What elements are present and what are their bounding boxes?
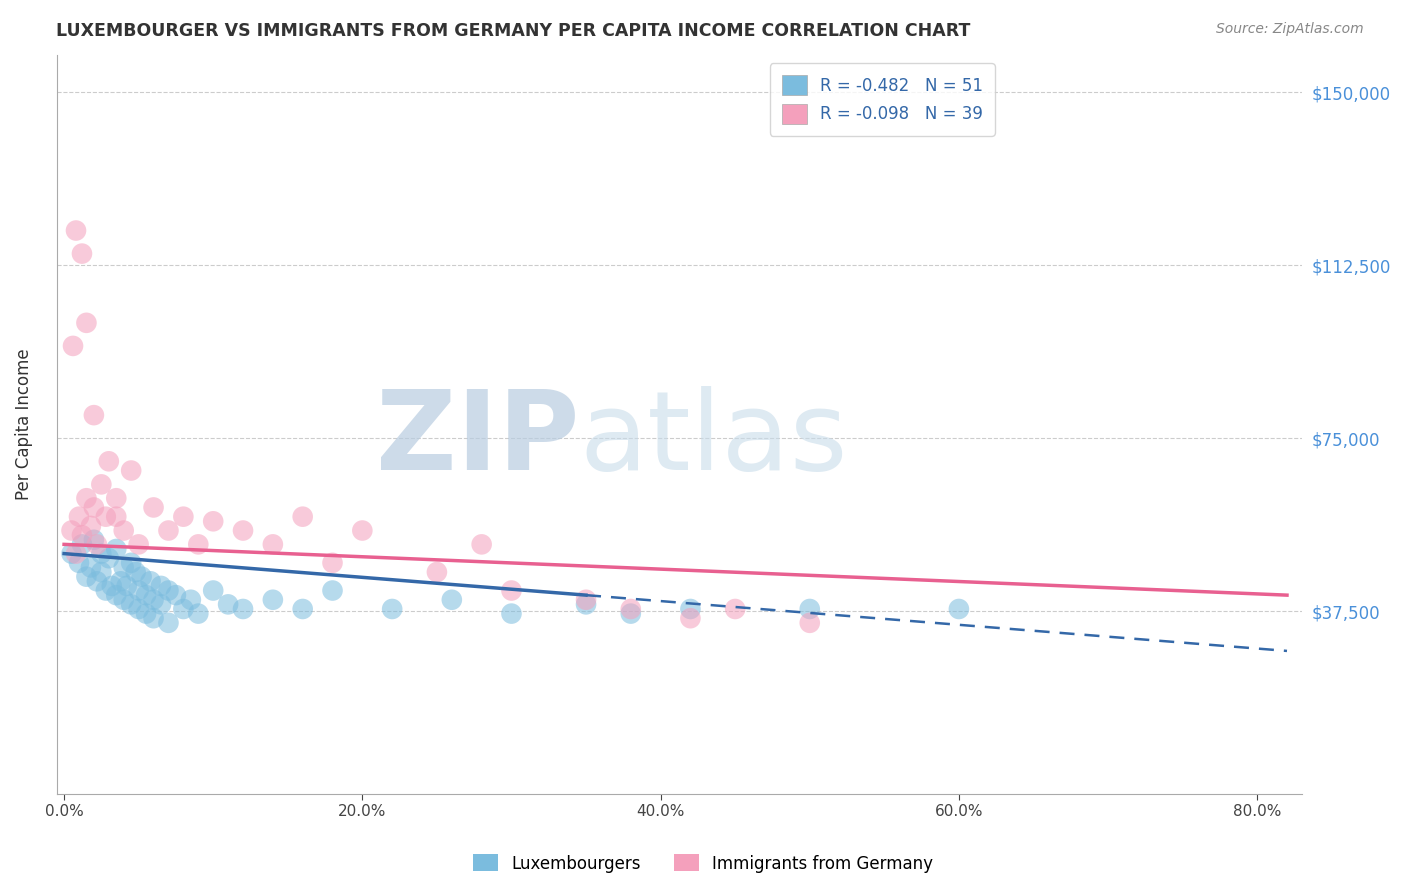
Point <box>128 602 150 616</box>
Point <box>471 537 494 551</box>
Point <box>80 560 103 574</box>
Point <box>60 524 83 538</box>
Point <box>110 574 132 589</box>
Point <box>232 602 254 616</box>
Y-axis label: Per Capita Income: Per Capita Income <box>15 349 32 500</box>
Point <box>187 537 209 551</box>
Point <box>291 509 314 524</box>
Point <box>321 556 343 570</box>
Point <box>75 570 97 584</box>
Point <box>217 598 239 612</box>
Point <box>75 316 97 330</box>
Point <box>97 454 120 468</box>
Point <box>86 574 108 589</box>
Point <box>131 570 153 584</box>
Point <box>80 519 103 533</box>
Point <box>83 408 105 422</box>
Point <box>187 607 209 621</box>
Point <box>124 565 146 579</box>
Point <box>86 537 108 551</box>
Point <box>426 565 449 579</box>
Point <box>135 607 157 621</box>
Point <box>620 602 643 616</box>
Text: ZIP: ZIP <box>377 385 579 492</box>
Point <box>120 463 142 477</box>
Point <box>150 598 173 612</box>
Point <box>75 491 97 506</box>
Point <box>501 583 523 598</box>
Point <box>70 537 93 551</box>
Point <box>115 579 138 593</box>
Point <box>128 583 150 598</box>
Legend: R = -0.482   N = 51, R = -0.098   N = 39: R = -0.482 N = 51, R = -0.098 N = 39 <box>770 63 994 136</box>
Point <box>799 615 821 630</box>
Point <box>112 592 135 607</box>
Point <box>139 574 162 589</box>
Point <box>83 533 105 547</box>
Point <box>142 500 165 515</box>
Point <box>799 602 821 616</box>
Point <box>150 579 173 593</box>
Point <box>105 509 128 524</box>
Point <box>70 528 93 542</box>
Point <box>112 524 135 538</box>
Point <box>101 579 124 593</box>
Point <box>679 611 702 625</box>
Point <box>135 588 157 602</box>
Point <box>67 556 90 570</box>
Point <box>65 547 87 561</box>
Point <box>172 509 194 524</box>
Point <box>575 598 598 612</box>
Point <box>157 583 180 598</box>
Point <box>575 592 598 607</box>
Point <box>262 592 284 607</box>
Point <box>105 541 128 556</box>
Point <box>202 583 225 598</box>
Point <box>94 509 117 524</box>
Text: LUXEMBOURGER VS IMMIGRANTS FROM GERMANY PER CAPITA INCOME CORRELATION CHART: LUXEMBOURGER VS IMMIGRANTS FROM GERMANY … <box>56 22 970 40</box>
Point <box>90 477 112 491</box>
Text: atlas: atlas <box>579 385 848 492</box>
Point <box>321 583 343 598</box>
Legend: Luxembourgers, Immigrants from Germany: Luxembourgers, Immigrants from Germany <box>465 847 941 880</box>
Point <box>948 602 970 616</box>
Point <box>94 583 117 598</box>
Point <box>128 537 150 551</box>
Point <box>165 588 187 602</box>
Point <box>60 547 83 561</box>
Point <box>142 592 165 607</box>
Point <box>262 537 284 551</box>
Point <box>381 602 404 616</box>
Point <box>105 588 128 602</box>
Point <box>202 514 225 528</box>
Point <box>90 547 112 561</box>
Point <box>105 491 128 506</box>
Point <box>83 500 105 515</box>
Point <box>120 556 142 570</box>
Point <box>352 524 374 538</box>
Point <box>67 509 90 524</box>
Point <box>180 592 202 607</box>
Point <box>679 602 702 616</box>
Point <box>142 611 165 625</box>
Point <box>62 339 84 353</box>
Point <box>291 602 314 616</box>
Point <box>65 223 87 237</box>
Point <box>90 565 112 579</box>
Point <box>172 602 194 616</box>
Point <box>97 551 120 566</box>
Point <box>440 592 463 607</box>
Point <box>157 524 180 538</box>
Point <box>724 602 747 616</box>
Text: Source: ZipAtlas.com: Source: ZipAtlas.com <box>1216 22 1364 37</box>
Point <box>112 560 135 574</box>
Point <box>232 524 254 538</box>
Point <box>70 246 93 260</box>
Point <box>620 607 643 621</box>
Point <box>157 615 180 630</box>
Point <box>120 598 142 612</box>
Point <box>501 607 523 621</box>
